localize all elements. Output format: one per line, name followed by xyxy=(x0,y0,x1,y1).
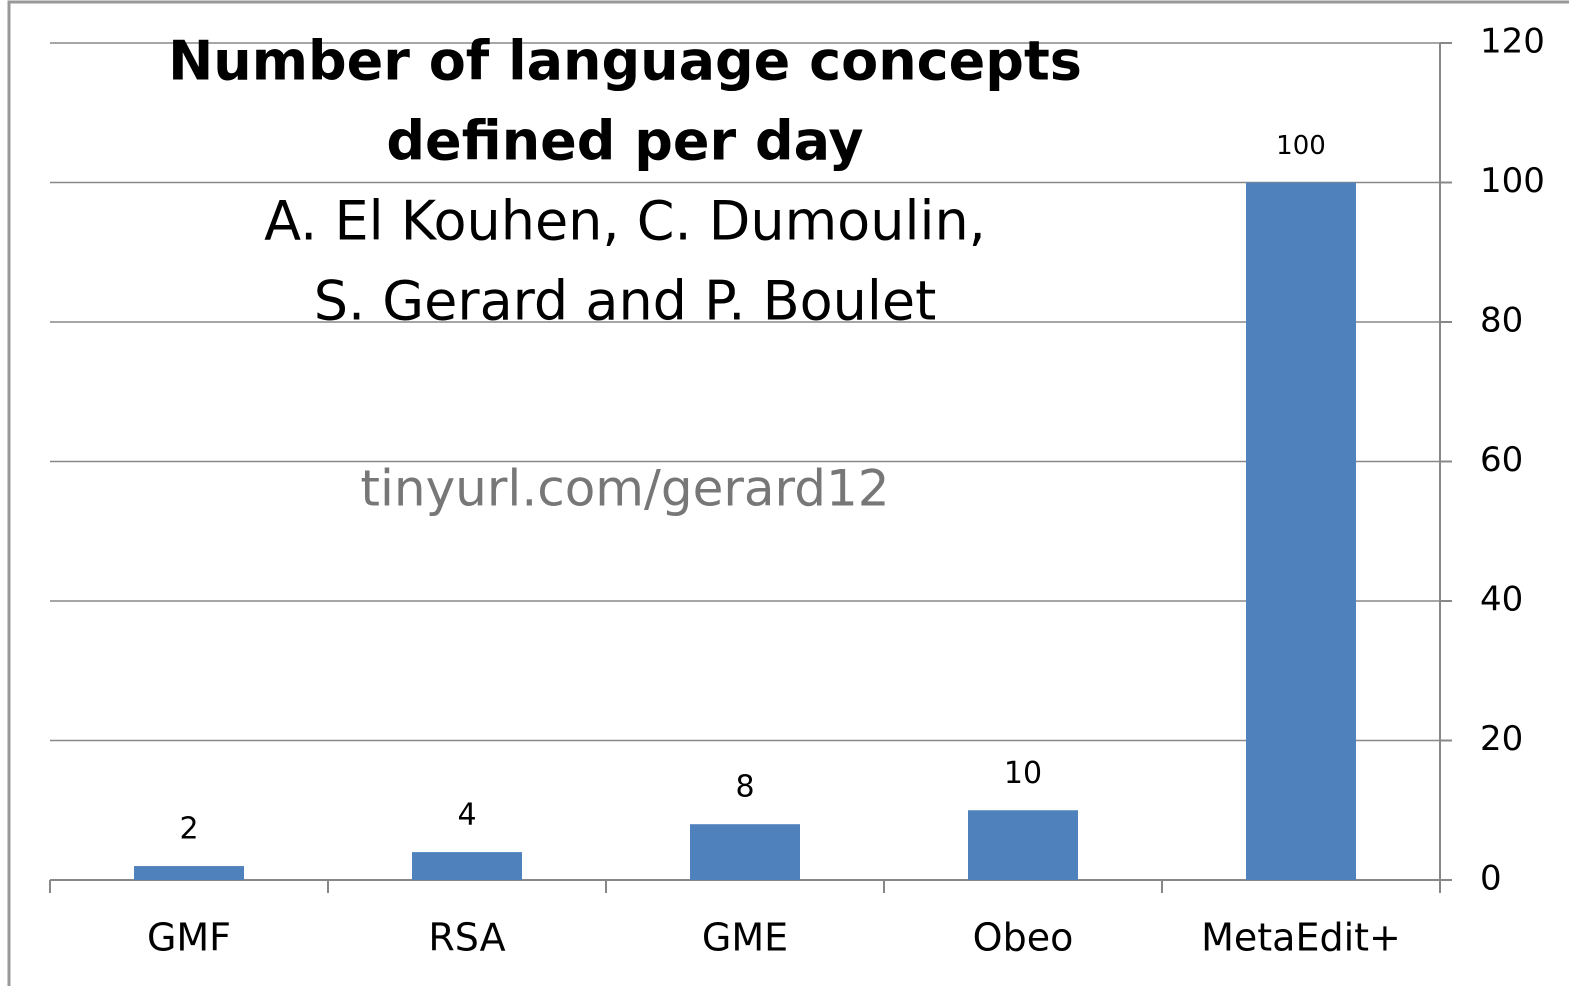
bar xyxy=(690,824,800,880)
y-tick-label: 60 xyxy=(1480,440,1523,480)
bar xyxy=(134,866,244,880)
y-tick-label: 100 xyxy=(1480,161,1545,201)
value-label: 2 xyxy=(179,812,198,847)
y-tick-label: 40 xyxy=(1480,580,1523,620)
value-label: 10 xyxy=(1004,756,1042,791)
y-tick-label: 80 xyxy=(1480,301,1523,341)
y-tick-label: 120 xyxy=(1480,22,1545,62)
annotation: tinyurl.com/gerard12 xyxy=(360,460,889,518)
y-tick-label: 20 xyxy=(1480,719,1523,759)
y-tick-label: 0 xyxy=(1480,859,1502,899)
x-tick-label: GME xyxy=(702,916,788,960)
x-tick-label: Obeo xyxy=(973,916,1074,960)
chart-title: Number of language concepts xyxy=(168,30,1082,93)
value-label: 100 xyxy=(1276,131,1326,161)
value-label: 4 xyxy=(457,798,476,833)
subtitle: S. Gerard and P. Boulet xyxy=(314,270,937,333)
bar xyxy=(1246,182,1356,880)
frame xyxy=(7,0,1569,986)
x-tick-label: RSA xyxy=(428,916,505,960)
subtitle: A. El Kouhen, C. Dumoulin, xyxy=(264,190,986,253)
bar xyxy=(412,852,522,880)
x-tick-label: GMF xyxy=(147,916,231,960)
chart-title: defined per day xyxy=(386,110,863,173)
value-label: 8 xyxy=(735,770,754,805)
x-tick-label: MetaEdit+ xyxy=(1201,916,1401,960)
bar xyxy=(968,810,1078,880)
